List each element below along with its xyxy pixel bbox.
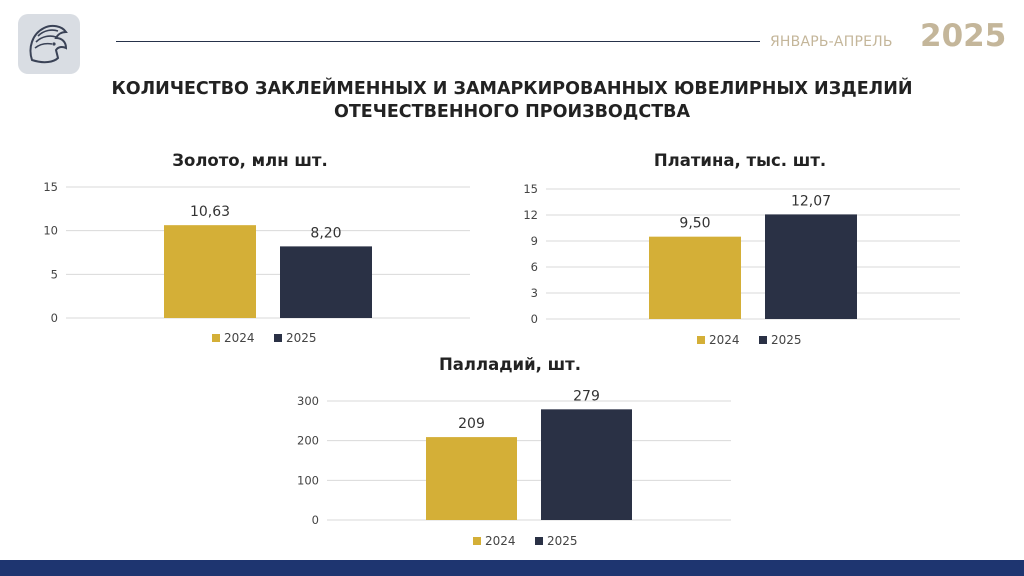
bar-2024: [649, 236, 741, 319]
y-tick-label: 100: [297, 473, 319, 487]
legend-label: 2024: [485, 534, 516, 548]
period-label: ЯНВАРЬ-АПРЕЛЬ: [770, 34, 893, 50]
data-label: 10,63: [190, 204, 230, 220]
legend-swatch-2025: [759, 336, 767, 344]
y-tick-label: 10: [43, 224, 58, 238]
platinum-chart: Платина, тыс. шт. 0 3 6 9 12 15 9,50 12,07 2024 20…: [523, 151, 960, 347]
y-tick-label: 15: [523, 182, 538, 196]
y-tick-label: 5: [51, 267, 58, 281]
chart-title: Палладий, шт.: [439, 355, 581, 374]
y-tick-label: 3: [531, 286, 538, 300]
data-label: 9,50: [679, 216, 710, 232]
legend-swatch-2024: [697, 336, 705, 344]
data-label: 12,07: [791, 193, 831, 209]
y-tick-label: 300: [297, 394, 319, 408]
legend-swatch-2024: [212, 334, 220, 342]
y-tick-label: 12: [523, 208, 538, 222]
page-title-line-1: КОЛИЧЕСТВО ЗАКЛЕЙМЕННЫХ И ЗАМАРКИРОВАННЫ…: [111, 79, 913, 99]
y-tick-label: 15: [43, 180, 58, 194]
footer-bar: [0, 560, 1024, 576]
y-tick-label: 6: [531, 260, 538, 274]
page-title: КОЛИЧЕСТВО ЗАКЛЕЙМЕННЫХ И ЗАМАРКИРОВАННЫ…: [0, 78, 1024, 124]
legend-swatch-2025: [535, 537, 543, 545]
data-label: 8,20: [310, 225, 341, 241]
data-label: 279: [573, 388, 600, 404]
chart-title: Золото, млн шт.: [172, 151, 327, 170]
header-divider: [116, 41, 760, 42]
legend-label: 2024: [709, 333, 740, 347]
bar-2025: [541, 409, 632, 520]
y-tick-label: 0: [312, 513, 319, 527]
bar-2025: [280, 246, 372, 318]
palladium-chart: Палладий, шт. 0 100 200 300 209 279 2024 2025: [297, 355, 731, 548]
y-tick-label: 200: [297, 434, 319, 448]
legend-swatch-2024: [473, 537, 481, 545]
gold-chart: Золото, млн шт. 0 5 10 15 10,63 8,20 2024 2025: [43, 151, 470, 345]
data-label: 209: [458, 416, 485, 432]
year-label: 2025: [920, 18, 1007, 54]
legend-label: 2024: [224, 331, 255, 345]
bar-2024: [426, 437, 517, 520]
legend-label: 2025: [771, 333, 802, 347]
assay-office-emblem-icon: [18, 14, 80, 74]
page-title-line-2: ОТЕЧЕСТВЕННОГО ПРОИЗВОДСТВА: [333, 102, 691, 122]
chart-title: Платина, тыс. шт.: [654, 151, 826, 170]
legend-label: 2025: [547, 534, 578, 548]
y-tick-label: 9: [531, 234, 538, 248]
legend-swatch-2025: [274, 334, 282, 342]
y-tick-label: 0: [531, 312, 538, 326]
bar-2024: [164, 225, 256, 318]
y-tick-label: 0: [51, 311, 58, 325]
bar-2025: [765, 214, 857, 319]
legend-label: 2025: [286, 331, 317, 345]
